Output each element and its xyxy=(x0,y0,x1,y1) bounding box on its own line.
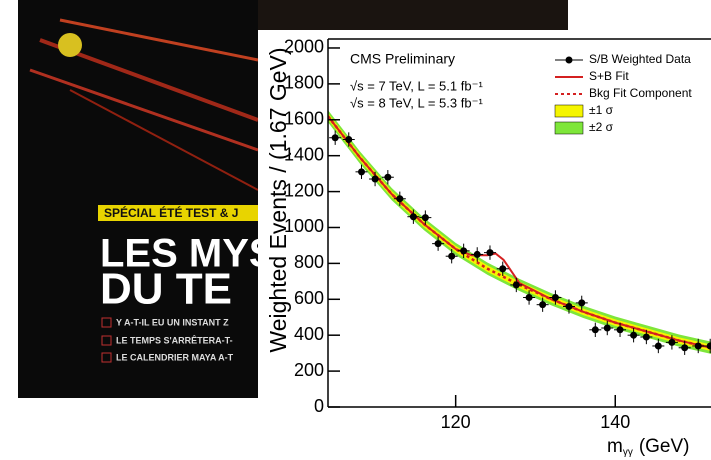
x-axis-label: mγγ (GeV) xyxy=(607,436,690,458)
data-point xyxy=(525,293,533,301)
y-tick-label: 400 xyxy=(294,324,324,344)
y-tick-label: 1000 xyxy=(284,216,324,236)
data-point xyxy=(345,136,353,144)
y-tick-label: 200 xyxy=(294,360,324,380)
plot: 0 200 400 600 800 1000 1200 1400 1600 1800 2000 120… xyxy=(265,37,711,458)
data-point xyxy=(473,250,481,258)
data-point xyxy=(331,134,339,142)
data-point xyxy=(706,342,711,350)
data-point xyxy=(603,324,611,332)
data-point xyxy=(421,214,429,222)
data-point xyxy=(616,326,624,334)
data-point xyxy=(512,281,520,289)
data-point xyxy=(654,342,662,350)
cover-bullet-text: LE CALENDRIER MAYA A-T xyxy=(116,352,234,362)
data-point xyxy=(551,293,559,301)
cover-streak xyxy=(69,89,259,191)
legend-label: S+B Fit xyxy=(589,69,629,83)
fit-line xyxy=(328,115,711,349)
y-tick-label: 1600 xyxy=(284,109,324,129)
data-point xyxy=(486,249,494,257)
x-tick-label: 140 xyxy=(600,412,630,432)
legend-key xyxy=(554,104,584,118)
annotation: √s = 8 TeV, L = 5.3 fb⁻¹ xyxy=(350,95,483,110)
data-point xyxy=(396,195,404,203)
y-tick-label: 0 xyxy=(314,396,324,416)
legend-label: S/B Weighted Data xyxy=(589,52,691,66)
data-point xyxy=(668,338,676,346)
cover-streak xyxy=(59,18,259,62)
cover-bullet xyxy=(101,317,112,328)
x-axis-label-main: m xyxy=(607,436,623,457)
legend-label: ±2 σ xyxy=(589,120,614,134)
data-point xyxy=(630,331,638,339)
legend-key xyxy=(565,56,573,64)
y-tick-label: 800 xyxy=(294,252,324,272)
magazine-cover: SPÉCIAL ÉTÉ TEST & J LES MYST DU TE Y A-… xyxy=(18,0,300,398)
cover-bullet-text: Y A-T-IL EU UN INSTANT Z xyxy=(116,317,229,327)
data-point xyxy=(409,213,417,221)
data-point xyxy=(642,333,650,341)
cover-bullet-text: LE TEMPS S'ARRÊTERA-T- xyxy=(116,334,233,345)
y-tick-label: 600 xyxy=(294,288,324,308)
cover-bullet xyxy=(101,335,112,346)
x-tick-label: 120 xyxy=(441,412,471,432)
background-photo xyxy=(258,0,568,30)
data-point xyxy=(578,299,586,307)
y-tick-label: 1800 xyxy=(284,73,324,93)
data-point xyxy=(384,173,392,181)
cover-streak xyxy=(29,68,259,152)
data-point xyxy=(358,168,366,176)
legend-key xyxy=(554,121,584,135)
data-point xyxy=(565,302,573,310)
cover-headline: DU TE xyxy=(100,265,232,314)
y-axis-label: Weighted Events / (1.67 GeV) xyxy=(265,47,291,352)
x-axis-label-unit: (GeV) xyxy=(639,436,690,457)
data-point xyxy=(434,240,442,248)
annotation: CMS Preliminary xyxy=(350,51,455,67)
y-tick-label: 2000 xyxy=(284,37,324,57)
legend-label: Bkg Fit Component xyxy=(589,86,692,100)
cover-bullet xyxy=(101,352,112,363)
legend-label: ±1 σ xyxy=(589,103,614,117)
x-axis-label-sub: γγ xyxy=(623,447,633,458)
data-point xyxy=(681,344,689,352)
y-tick-label: 1400 xyxy=(284,144,324,164)
cover-banner xyxy=(98,205,258,221)
data-point xyxy=(539,301,547,309)
data-point xyxy=(591,326,599,334)
data-point xyxy=(694,342,702,350)
y-tick-label: 1200 xyxy=(284,180,324,200)
data-point xyxy=(371,175,379,183)
annotation: √s = 7 TeV, L = 5.1 fb⁻¹ xyxy=(350,78,483,93)
cover-banner-text: SPÉCIAL ÉTÉ TEST & J xyxy=(104,205,238,220)
data-point xyxy=(460,247,468,255)
data-point xyxy=(499,265,507,273)
data-point xyxy=(448,252,456,260)
plot-panel xyxy=(258,30,711,460)
cover-background xyxy=(18,0,258,398)
cover-glow xyxy=(58,33,82,57)
